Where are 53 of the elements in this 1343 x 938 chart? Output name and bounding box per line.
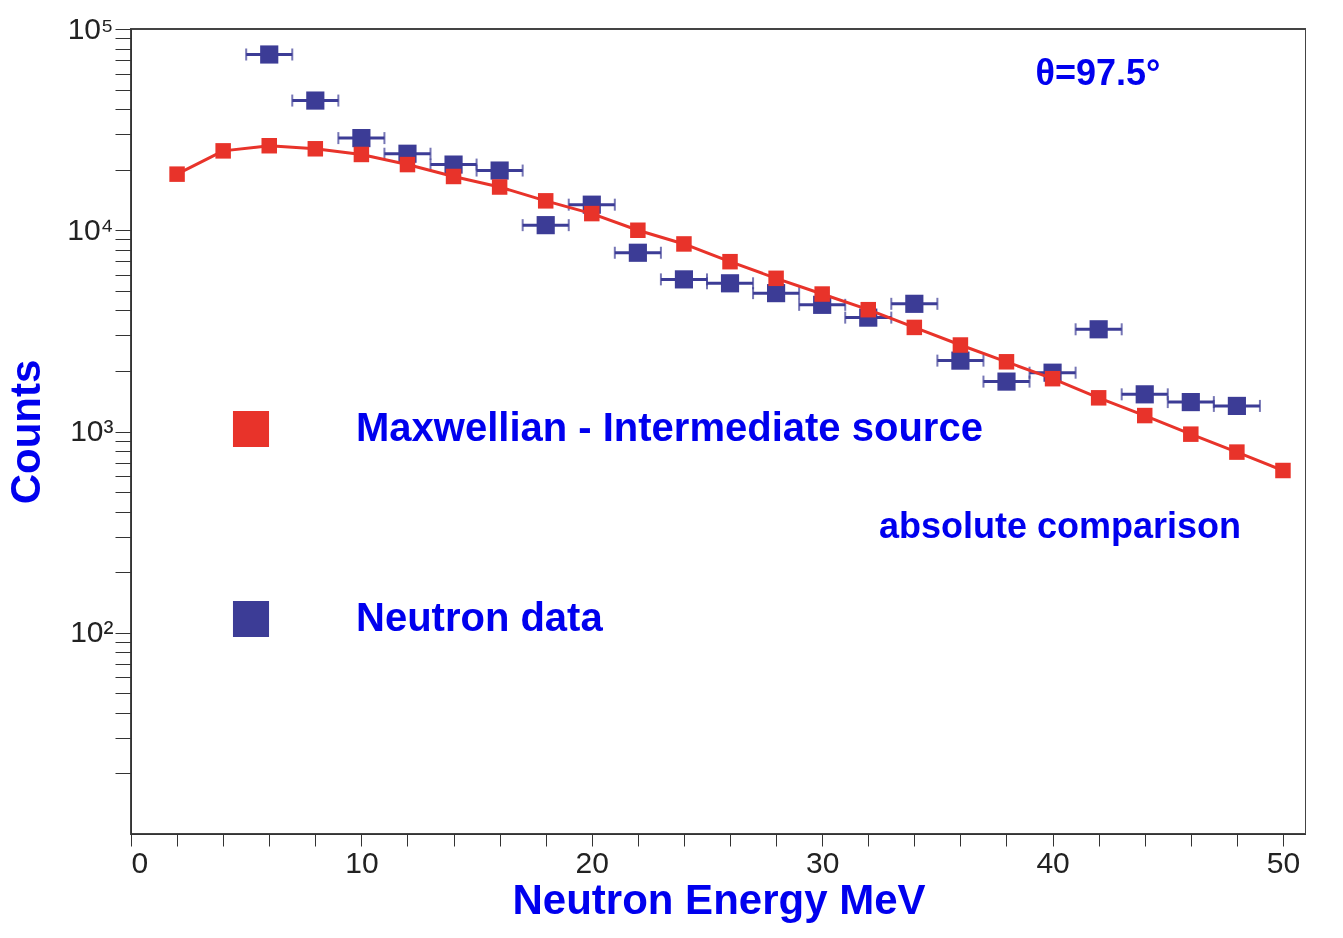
point [306,91,325,110]
point [1135,385,1154,404]
y-tick-label: 10² [70,615,114,649]
point [630,222,646,238]
legend-label: Maxwellian - Intermediate source [356,405,983,449]
point [1090,390,1107,406]
y-tick-label: 10⁴ [67,212,114,246]
y-tick-label: 10³ [70,414,114,447]
point [584,205,600,222]
point [676,236,692,252]
point [490,161,509,180]
point [169,166,185,182]
x-tick-label: 0 [131,845,149,879]
point [261,137,277,154]
point [768,270,784,287]
point [445,168,462,185]
point [537,193,554,209]
point [215,143,231,159]
point [674,270,694,289]
point [353,146,370,163]
point [536,216,555,235]
point [1181,393,1200,412]
y-axis-title: Counts [2,359,50,505]
point [1044,370,1061,387]
point [260,45,279,64]
point [1136,407,1153,424]
annotation: absolute comparison [878,505,1242,546]
point [1227,396,1246,415]
point [998,354,1015,370]
x-tick-label: 50 [1266,845,1301,879]
y-tick-label: 10⁵ [67,11,114,45]
point [1183,426,1199,442]
legend-label: Neutron data [356,595,604,639]
point [1089,320,1108,339]
point [906,319,923,336]
point [720,274,740,293]
point [307,141,324,157]
x-tick-label: 40 [1036,845,1070,879]
point [491,179,508,195]
point [1229,444,1245,460]
point [628,243,647,262]
point [952,337,969,353]
point [997,372,1016,391]
point [1275,462,1291,479]
point [860,301,876,318]
point [722,253,738,270]
point [905,294,924,313]
point [399,156,416,173]
point [352,129,371,148]
x-tick-label: 10 [345,845,379,879]
annotation: θ=97.5° [1035,52,1161,93]
point [951,351,970,370]
point [814,286,830,302]
